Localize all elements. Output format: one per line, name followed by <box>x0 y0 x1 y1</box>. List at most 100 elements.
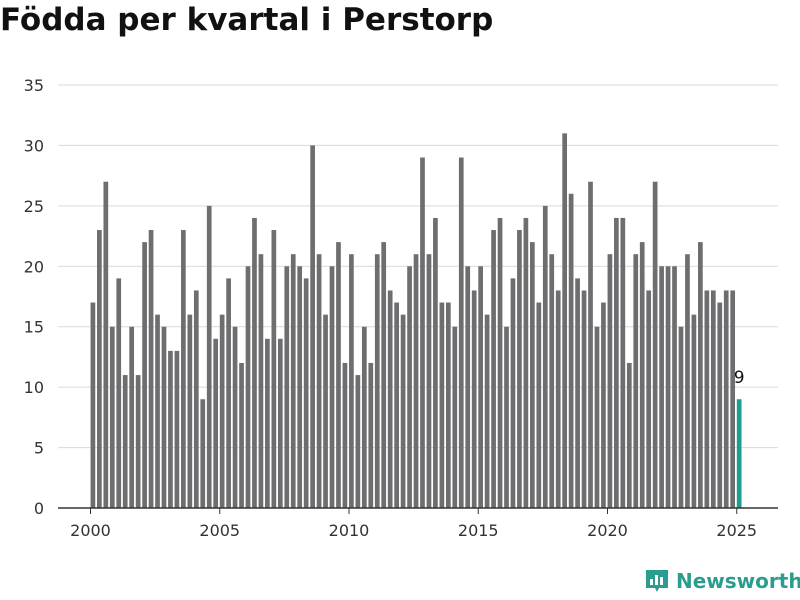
bar <box>90 302 96 508</box>
brand-name: Newsworthy <box>676 569 800 593</box>
bar <box>420 157 425 508</box>
bar <box>290 254 296 508</box>
y-tick-label: 0 <box>34 499 44 518</box>
x-tick-label: 2020 <box>587 521 628 540</box>
bar <box>568 193 574 508</box>
bar <box>665 266 671 508</box>
bar <box>252 217 257 508</box>
bar <box>491 230 496 508</box>
bar <box>368 362 374 508</box>
bar <box>148 230 154 508</box>
bar <box>704 290 710 508</box>
x-tick-label: 2025 <box>716 521 757 540</box>
brand-logo: Newsworthy <box>644 568 800 594</box>
x-tick-label: 2015 <box>458 521 499 540</box>
bar <box>258 254 264 508</box>
bar <box>232 326 238 508</box>
bar <box>426 254 432 508</box>
bar <box>174 350 180 508</box>
y-tick-label: 20 <box>24 257 44 276</box>
x-axis-ticks: 2000 2005 2010 2015 2020 2025 <box>70 508 757 540</box>
bar <box>109 326 115 508</box>
bar <box>116 278 122 508</box>
bar <box>349 254 354 508</box>
bar <box>103 181 109 508</box>
bar <box>678 326 684 508</box>
bar <box>639 242 645 508</box>
bar <box>168 350 173 508</box>
bar <box>181 230 186 508</box>
bar <box>530 242 535 508</box>
bar <box>155 314 160 508</box>
bar <box>484 314 490 508</box>
bar <box>523 217 529 508</box>
bar <box>542 205 548 508</box>
bar <box>439 302 445 508</box>
bar <box>549 254 555 508</box>
chart-title: Födda per kvartal i Perstorp <box>0 2 494 38</box>
bar <box>374 254 380 508</box>
bar <box>200 399 206 508</box>
data-labels: 9 <box>734 368 745 388</box>
bar <box>284 266 290 508</box>
bar <box>471 290 477 508</box>
bar <box>672 266 677 508</box>
x-tick-label: 2010 <box>329 521 370 540</box>
bar <box>555 290 561 508</box>
bar <box>517 230 522 508</box>
bar <box>652 181 658 508</box>
y-tick-label: 30 <box>24 136 44 155</box>
bar <box>316 254 322 508</box>
bar <box>387 290 393 508</box>
y-tick-label: 25 <box>24 197 44 216</box>
bar <box>239 362 244 508</box>
bar <box>594 326 600 508</box>
bar <box>226 278 231 508</box>
bar <box>607 254 613 508</box>
y-tick-label: 10 <box>24 378 44 397</box>
bar <box>122 375 128 508</box>
bar <box>646 290 652 508</box>
bar <box>504 326 509 508</box>
bar <box>465 266 471 508</box>
bar <box>219 314 225 508</box>
bar <box>193 290 199 508</box>
x-tick-label: 2000 <box>70 521 111 540</box>
bar <box>394 302 399 508</box>
bar <box>717 302 723 508</box>
bar <box>135 375 141 508</box>
bar <box>458 157 464 508</box>
bar <box>730 290 736 508</box>
bar <box>245 266 251 508</box>
bar <box>206 205 212 508</box>
bar <box>510 278 516 508</box>
bar <box>691 314 697 508</box>
bar <box>271 230 277 508</box>
bar <box>452 326 458 508</box>
bar <box>142 242 147 508</box>
last-value-label: 9 <box>734 368 745 388</box>
bar-highlighted <box>736 399 742 508</box>
bar <box>342 362 348 508</box>
bar <box>497 217 503 508</box>
bar <box>445 302 451 508</box>
bar <box>323 314 328 508</box>
bars <box>90 133 742 509</box>
bar <box>303 278 309 508</box>
bar <box>277 338 283 508</box>
bar <box>187 314 193 508</box>
bar <box>407 266 412 508</box>
bar <box>355 375 361 508</box>
bar <box>400 314 406 508</box>
x-tick-label: 2005 <box>199 521 240 540</box>
bar <box>297 266 303 508</box>
bar <box>633 254 639 508</box>
bar <box>562 133 568 509</box>
bar <box>659 266 664 508</box>
bar <box>129 326 135 508</box>
bar-chart-logo-icon <box>646 570 668 592</box>
bar <box>710 290 716 508</box>
bar <box>329 266 335 508</box>
bar <box>601 302 606 508</box>
bar <box>381 242 387 508</box>
